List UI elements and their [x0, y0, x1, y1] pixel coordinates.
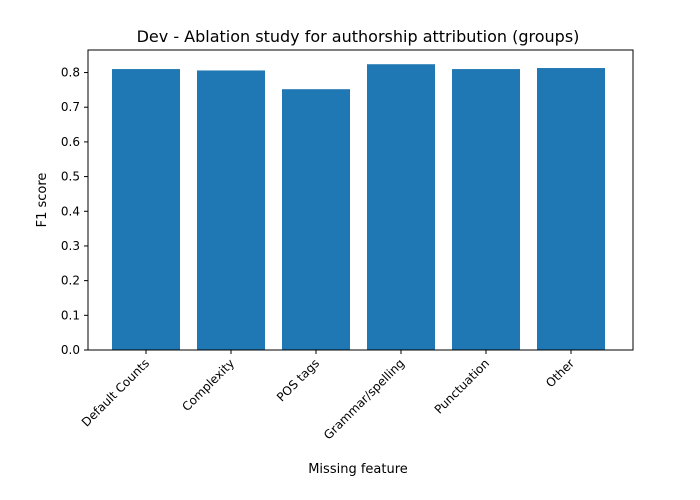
y-axis-label: F1 score: [35, 173, 50, 228]
bars-group: [112, 64, 605, 351]
x-tick-label: Punctuation: [432, 356, 492, 416]
y-tick-label: 0.1: [61, 308, 80, 322]
bar-3: [367, 64, 435, 350]
x-tick-label: Default Counts: [79, 356, 152, 429]
y-tick-label: 0.5: [61, 170, 80, 184]
bar-4: [452, 69, 520, 351]
y-tick-label: 0.2: [61, 274, 80, 288]
x-tick-label: Other: [543, 356, 577, 390]
y-tick-label: 0.3: [61, 239, 80, 253]
x-axis-label: Missing feature: [308, 462, 408, 477]
chart-title: Dev - Ablation study for authorship attr…: [137, 27, 580, 46]
bar-1: [197, 70, 265, 350]
y-tick-label: 0.7: [61, 100, 80, 114]
y-tick-label: 0.6: [61, 135, 80, 149]
y-tick-label: 0.0: [61, 343, 80, 357]
y-tick-label: 0.8: [61, 66, 80, 80]
x-tick-label: Complexity: [179, 356, 237, 414]
bar-0: [112, 69, 180, 351]
x-tick-label: Grammar/spelling: [321, 356, 407, 442]
bar-5: [537, 68, 605, 351]
bar-2: [282, 89, 350, 351]
y-tick-label: 0.4: [61, 204, 80, 218]
x-tick-label: POS tags: [274, 356, 322, 404]
x-axis: Default Counts Complexity POS tagsGrammar/…: [79, 350, 577, 442]
y-axis: 0.0 0.1 0.2 0.3 0.4 0.5 0.6 0.7 0.8: [61, 66, 88, 357]
plot-frame: [87, 49, 634, 351]
